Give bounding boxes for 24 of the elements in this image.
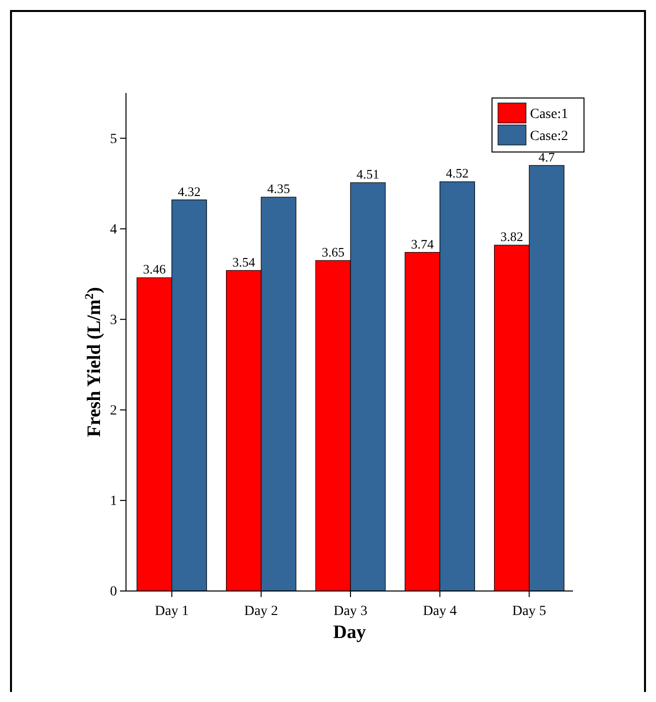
y-tick-label: 5 [110,132,117,147]
data-label: 3.74 [411,236,434,252]
data-label: 3.54 [232,254,256,270]
data-label: 3.65 [322,244,344,260]
data-label: 4.52 [446,166,469,181]
data-label: 4.51 [356,166,380,182]
legend-label: Case:1 [530,107,568,122]
y-tick-label: 0 [110,584,117,600]
x-tick-label: Day 3 [334,604,368,619]
x-tick-label: Day 2 [244,604,278,619]
y-tick-label: 4 [110,222,117,238]
data-label: 4.32 [178,184,201,199]
data-label: 3.46 [142,262,166,277]
y-tick-label: 3 [110,312,117,328]
x-tick-label: Day 1 [154,604,189,619]
x-axis-title: Day [333,622,366,643]
data-label: 4.7 [538,149,556,164]
x-tick-label: Day 5 [512,604,546,619]
x-tick-label: Day 4 [422,604,457,619]
legend-label: Case:2 [530,129,568,144]
y-tick-label: 1 [110,494,117,509]
y-tick-label: 2 [110,403,117,418]
data-label: 4.35 [267,181,290,196]
data-label: 3.82 [500,229,524,244]
